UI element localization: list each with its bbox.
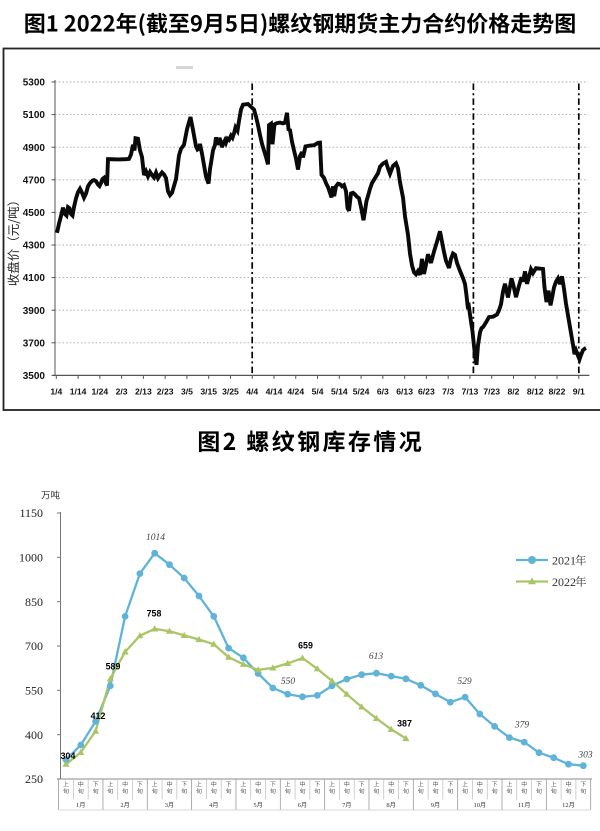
svg-text:7: 7	[342, 802, 346, 809]
svg-text:2/23: 2/23	[157, 387, 174, 397]
svg-text:529: 529	[457, 677, 472, 687]
svg-text:3: 3	[165, 802, 168, 809]
svg-text:1150: 1150	[19, 506, 43, 520]
svg-text:5/14: 5/14	[331, 387, 348, 397]
svg-text:1014: 1014	[146, 533, 165, 543]
svg-text:7/3: 7/3	[442, 387, 454, 397]
svg-text:3900: 3900	[23, 306, 46, 317]
svg-text:10: 10	[473, 802, 480, 809]
svg-text:589: 589	[106, 662, 121, 672]
svg-text:1/24: 1/24	[91, 387, 108, 397]
svg-text:7/23: 7/23	[483, 387, 500, 397]
svg-text:1/14: 1/14	[70, 387, 87, 397]
svg-text:758: 758	[147, 609, 162, 619]
svg-text:8/2: 8/2	[507, 387, 519, 397]
svg-text:4/24: 4/24	[287, 387, 304, 397]
svg-text:6/13: 6/13	[396, 387, 413, 397]
svg-text:5100: 5100	[23, 110, 46, 121]
svg-text:1/4: 1/4	[50, 387, 62, 397]
svg-text:4/14: 4/14	[266, 387, 283, 397]
svg-text:4500: 4500	[23, 208, 46, 219]
svg-text:6: 6	[298, 802, 302, 809]
svg-text:2/13: 2/13	[135, 387, 152, 397]
svg-text:659: 659	[298, 641, 313, 651]
svg-text:8/12: 8/12	[527, 387, 544, 397]
svg-text:8/22: 8/22	[549, 387, 566, 397]
svg-text:613: 613	[369, 652, 384, 662]
svg-text:11: 11	[518, 802, 524, 809]
svg-text:5: 5	[253, 802, 256, 809]
svg-text:4300: 4300	[23, 241, 46, 252]
svg-text:400: 400	[25, 728, 43, 742]
svg-text:2/3: 2/3	[116, 387, 128, 397]
svg-text:7/13: 7/13	[462, 387, 479, 397]
svg-text:6/3: 6/3	[377, 387, 389, 397]
svg-text:4/4: 4/4	[246, 387, 258, 397]
svg-text:387: 387	[397, 719, 412, 729]
svg-text:412: 412	[91, 711, 106, 721]
svg-text:2021: 2021	[552, 554, 576, 568]
svg-text:2022: 2022	[552, 575, 576, 589]
svg-text:5/24: 5/24	[353, 387, 370, 397]
svg-text:2: 2	[120, 802, 123, 809]
svg-text:3700: 3700	[23, 338, 46, 349]
svg-text:9/1: 9/1	[573, 387, 585, 397]
svg-text:4900: 4900	[23, 143, 46, 154]
svg-text:700: 700	[25, 639, 43, 653]
svg-text:3/5: 3/5	[181, 387, 193, 397]
svg-text:550: 550	[25, 684, 43, 698]
svg-text:4700: 4700	[23, 175, 46, 186]
svg-text:3/25: 3/25	[222, 387, 239, 397]
svg-text:5/4: 5/4	[312, 387, 324, 397]
svg-text:3500: 3500	[23, 371, 46, 382]
svg-text:9: 9	[431, 802, 434, 809]
svg-text:850: 850	[25, 595, 43, 609]
svg-text:5300: 5300	[23, 78, 46, 89]
svg-text:1000: 1000	[19, 551, 43, 565]
svg-text:250: 250	[25, 772, 43, 786]
svg-text:4100: 4100	[23, 273, 46, 284]
svg-text:6/23: 6/23	[418, 387, 435, 397]
svg-text:4: 4	[209, 802, 213, 809]
svg-text:304: 304	[61, 751, 76, 761]
svg-text:303: 303	[577, 751, 593, 761]
svg-text:379: 379	[514, 721, 530, 731]
svg-text:1: 1	[76, 802, 79, 809]
svg-text:12: 12	[562, 802, 569, 809]
svg-text:3/15: 3/15	[200, 387, 217, 397]
svg-text:8: 8	[386, 802, 389, 809]
svg-text:550: 550	[281, 677, 296, 687]
